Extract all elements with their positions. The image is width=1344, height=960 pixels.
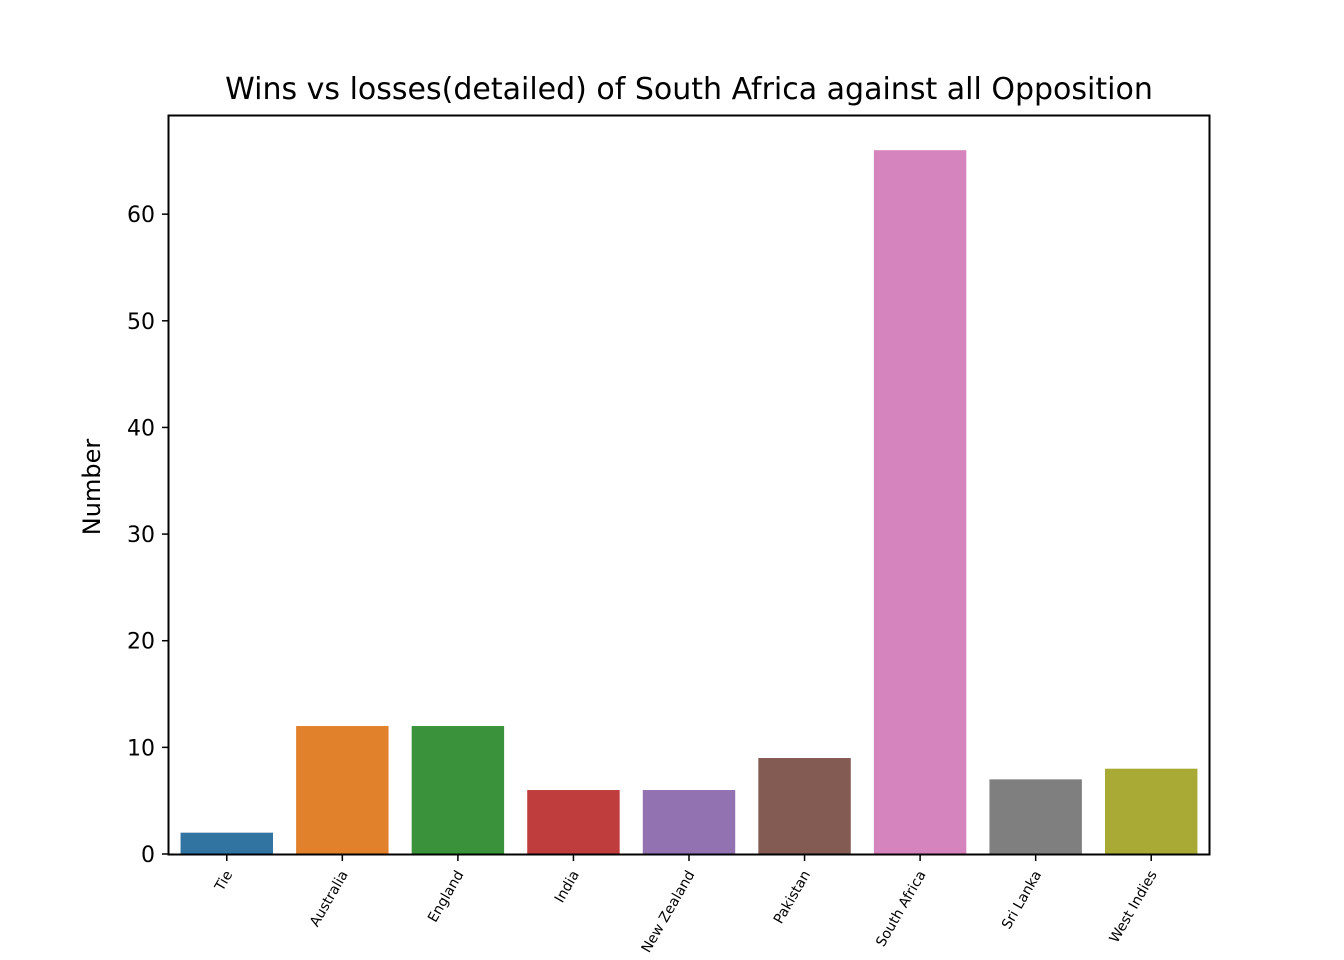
x-axis-ticks: Tie Australia England India New Zealand Pakis… bbox=[212, 854, 1161, 956]
bar-south-africa bbox=[873, 150, 967, 854]
x-tick-label-west-indies: West Indies bbox=[1107, 868, 1161, 946]
x-tick-label-india: India bbox=[552, 868, 583, 906]
x-tick-label-pakistan: Pakistan bbox=[771, 868, 814, 927]
chart-title: Wins vs losses(detailed) of South Africa… bbox=[225, 72, 1153, 107]
bar-tie bbox=[180, 832, 273, 854]
x-tick-label-tie: Tie bbox=[212, 868, 237, 895]
bar-west-indies bbox=[1105, 768, 1198, 854]
y-tick-label-50: 50 bbox=[127, 310, 155, 335]
bars-group bbox=[180, 150, 1198, 854]
y-tick-label-30: 30 bbox=[127, 523, 155, 548]
bar-sri-lanka bbox=[989, 779, 1082, 854]
y-tick-label-10: 10 bbox=[127, 736, 155, 761]
bar-india bbox=[527, 790, 620, 854]
x-tick-label-sri-lanka: Sri Lanka bbox=[999, 868, 1045, 932]
y-axis-label: Number bbox=[78, 439, 106, 536]
y-tick-label-20: 20 bbox=[127, 630, 155, 655]
x-tick-label-new-zealand: New Zealand bbox=[639, 868, 699, 956]
x-tick-label-south-africa: South Africa bbox=[873, 868, 929, 950]
bar-new-zealand bbox=[642, 790, 736, 854]
y-tick-label-40: 40 bbox=[127, 416, 155, 441]
x-tick-label-australia: Australia bbox=[307, 868, 352, 930]
bar-pakistan bbox=[758, 758, 851, 854]
y-axis-ticks: 0 10 20 30 40 50 60 bbox=[127, 203, 169, 868]
y-tick-label-0: 0 bbox=[141, 843, 155, 868]
plot-frame bbox=[167, 114, 1211, 856]
bar-australia bbox=[296, 726, 389, 854]
y-tick-label-60: 60 bbox=[127, 203, 155, 228]
x-tick-label-england: England bbox=[425, 868, 467, 925]
bar-england bbox=[411, 726, 505, 854]
